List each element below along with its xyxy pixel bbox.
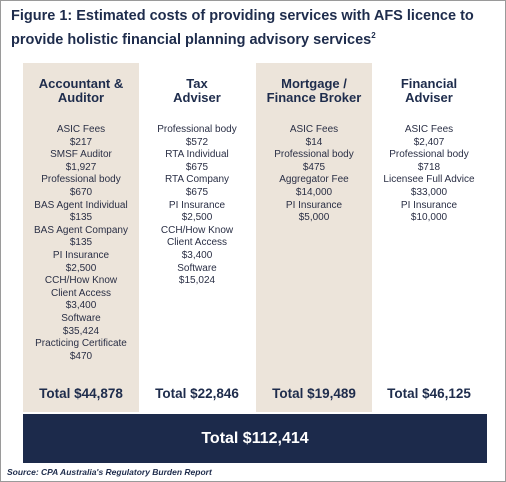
cost-item: $35,424: [62, 325, 100, 337]
source-note: Source: CPA Australia's Regulatory Burde…: [7, 467, 212, 477]
cost-item: RTA Company: [164, 174, 230, 186]
cost-item: $1,927: [65, 161, 97, 173]
cost-item: $572: [185, 136, 209, 148]
cost-item: Professional body: [274, 149, 354, 161]
cost-item: PI Insurance: [285, 199, 343, 211]
column-total: Total $44,878: [39, 386, 123, 401]
cost-item: Software: [61, 312, 101, 324]
column-total: Total $46,125: [387, 386, 471, 401]
cost-items: Professional body $572 RTA Individual $675 R…: [139, 124, 255, 288]
cost-item: Aggregator Fee: [279, 174, 349, 186]
column-total: Total $19,489: [272, 386, 356, 401]
cost-item: CCH/How Know: [160, 224, 234, 236]
header-line: Financial: [400, 76, 458, 91]
title-text: Figure 1: Estimated costs of providing s…: [11, 8, 474, 48]
cost-item: BAS Agent Company: [34, 224, 128, 236]
cost-item: RTA Individual: [165, 149, 229, 161]
header-line: Adviser: [405, 90, 453, 105]
cost-item: Professional body: [157, 124, 237, 135]
cost-item: Client Access: [50, 287, 112, 299]
cost-item: $675: [185, 161, 209, 173]
cost-column: Financial Adviser ASIC Fees $2,407 Professio…: [371, 63, 487, 412]
cost-item: $470: [69, 350, 93, 362]
cost-item: PI Insurance: [52, 249, 110, 261]
column-header: Mortgage / Finance Broker: [256, 77, 372, 105]
column-total: Total $22,846: [155, 386, 239, 401]
cost-item: $15,024: [178, 275, 216, 287]
header-line: Mortgage /: [281, 76, 347, 91]
cost-column: Accountant & Auditor ASIC Fees $217 SMSF Aud…: [23, 63, 139, 412]
cost-item: $2,500: [181, 212, 213, 224]
cost-item: $10,000: [410, 212, 448, 224]
cost-item: Professional body: [41, 174, 121, 186]
cost-item: Software: [177, 262, 217, 274]
cost-item: $14: [305, 136, 323, 148]
cost-item: $3,400: [181, 249, 213, 261]
cost-item: ASIC Fees: [56, 124, 106, 135]
column-header: Financial Adviser: [371, 77, 487, 105]
header-line: Adviser: [173, 90, 221, 105]
header-line: Finance Broker: [266, 90, 362, 105]
column-header: Accountant & Auditor: [23, 77, 139, 105]
cost-items: ASIC Fees $2,407 Professional body $718 Lice…: [371, 124, 487, 225]
header-line: Auditor: [57, 90, 105, 105]
cost-item: ASIC Fees: [404, 124, 454, 135]
cost-item: $2,407: [413, 136, 445, 148]
cost-item: $5,000: [298, 212, 330, 224]
column-header: Tax Adviser: [139, 77, 255, 105]
cost-column: Mortgage / Finance Broker ASIC Fees $14 Prof…: [256, 63, 372, 412]
cost-item: $217: [69, 136, 93, 148]
cost-item: $14,000: [295, 186, 333, 198]
header-line: Accountant &: [38, 76, 124, 91]
cost-item: Licensee Full Advice: [383, 174, 475, 186]
cost-item: Professional body: [389, 149, 469, 161]
cost-item: $670: [69, 186, 93, 198]
cost-item: CCH/How Know: [44, 275, 118, 287]
cost-item: Practicing Certificate: [35, 338, 127, 350]
grand-total: Total $112,414: [23, 414, 487, 463]
footnote-ref: 2: [371, 31, 376, 40]
cost-item: $135: [69, 237, 93, 249]
cost-item: $135: [69, 212, 93, 224]
cost-item: $3,400: [65, 300, 97, 312]
cost-column: Tax Adviser Professional body $572 RTA Indiv…: [139, 63, 255, 412]
header-line: Tax: [186, 76, 208, 91]
figure-title: Figure 1: Estimated costs of providing s…: [11, 7, 501, 50]
cost-item: $475: [302, 161, 326, 173]
cost-item: ASIC Fees: [289, 124, 339, 135]
cost-item: BAS Agent Individual: [34, 199, 128, 211]
cost-items: ASIC Fees $14 Professional body $475 Aggrega…: [256, 124, 372, 225]
cost-item: PI Insurance: [400, 199, 458, 211]
cost-item: $2,500: [65, 262, 97, 274]
cost-item: $718: [417, 161, 441, 173]
cost-item: Client Access: [166, 237, 228, 249]
cost-item: SMSF Auditor: [50, 149, 112, 161]
cost-items: ASIC Fees $217 SMSF Auditor $1,927 Professio…: [23, 124, 139, 363]
cost-item: PI Insurance: [168, 199, 226, 211]
cost-item: $33,000: [410, 186, 448, 198]
cost-item: $675: [185, 186, 209, 198]
